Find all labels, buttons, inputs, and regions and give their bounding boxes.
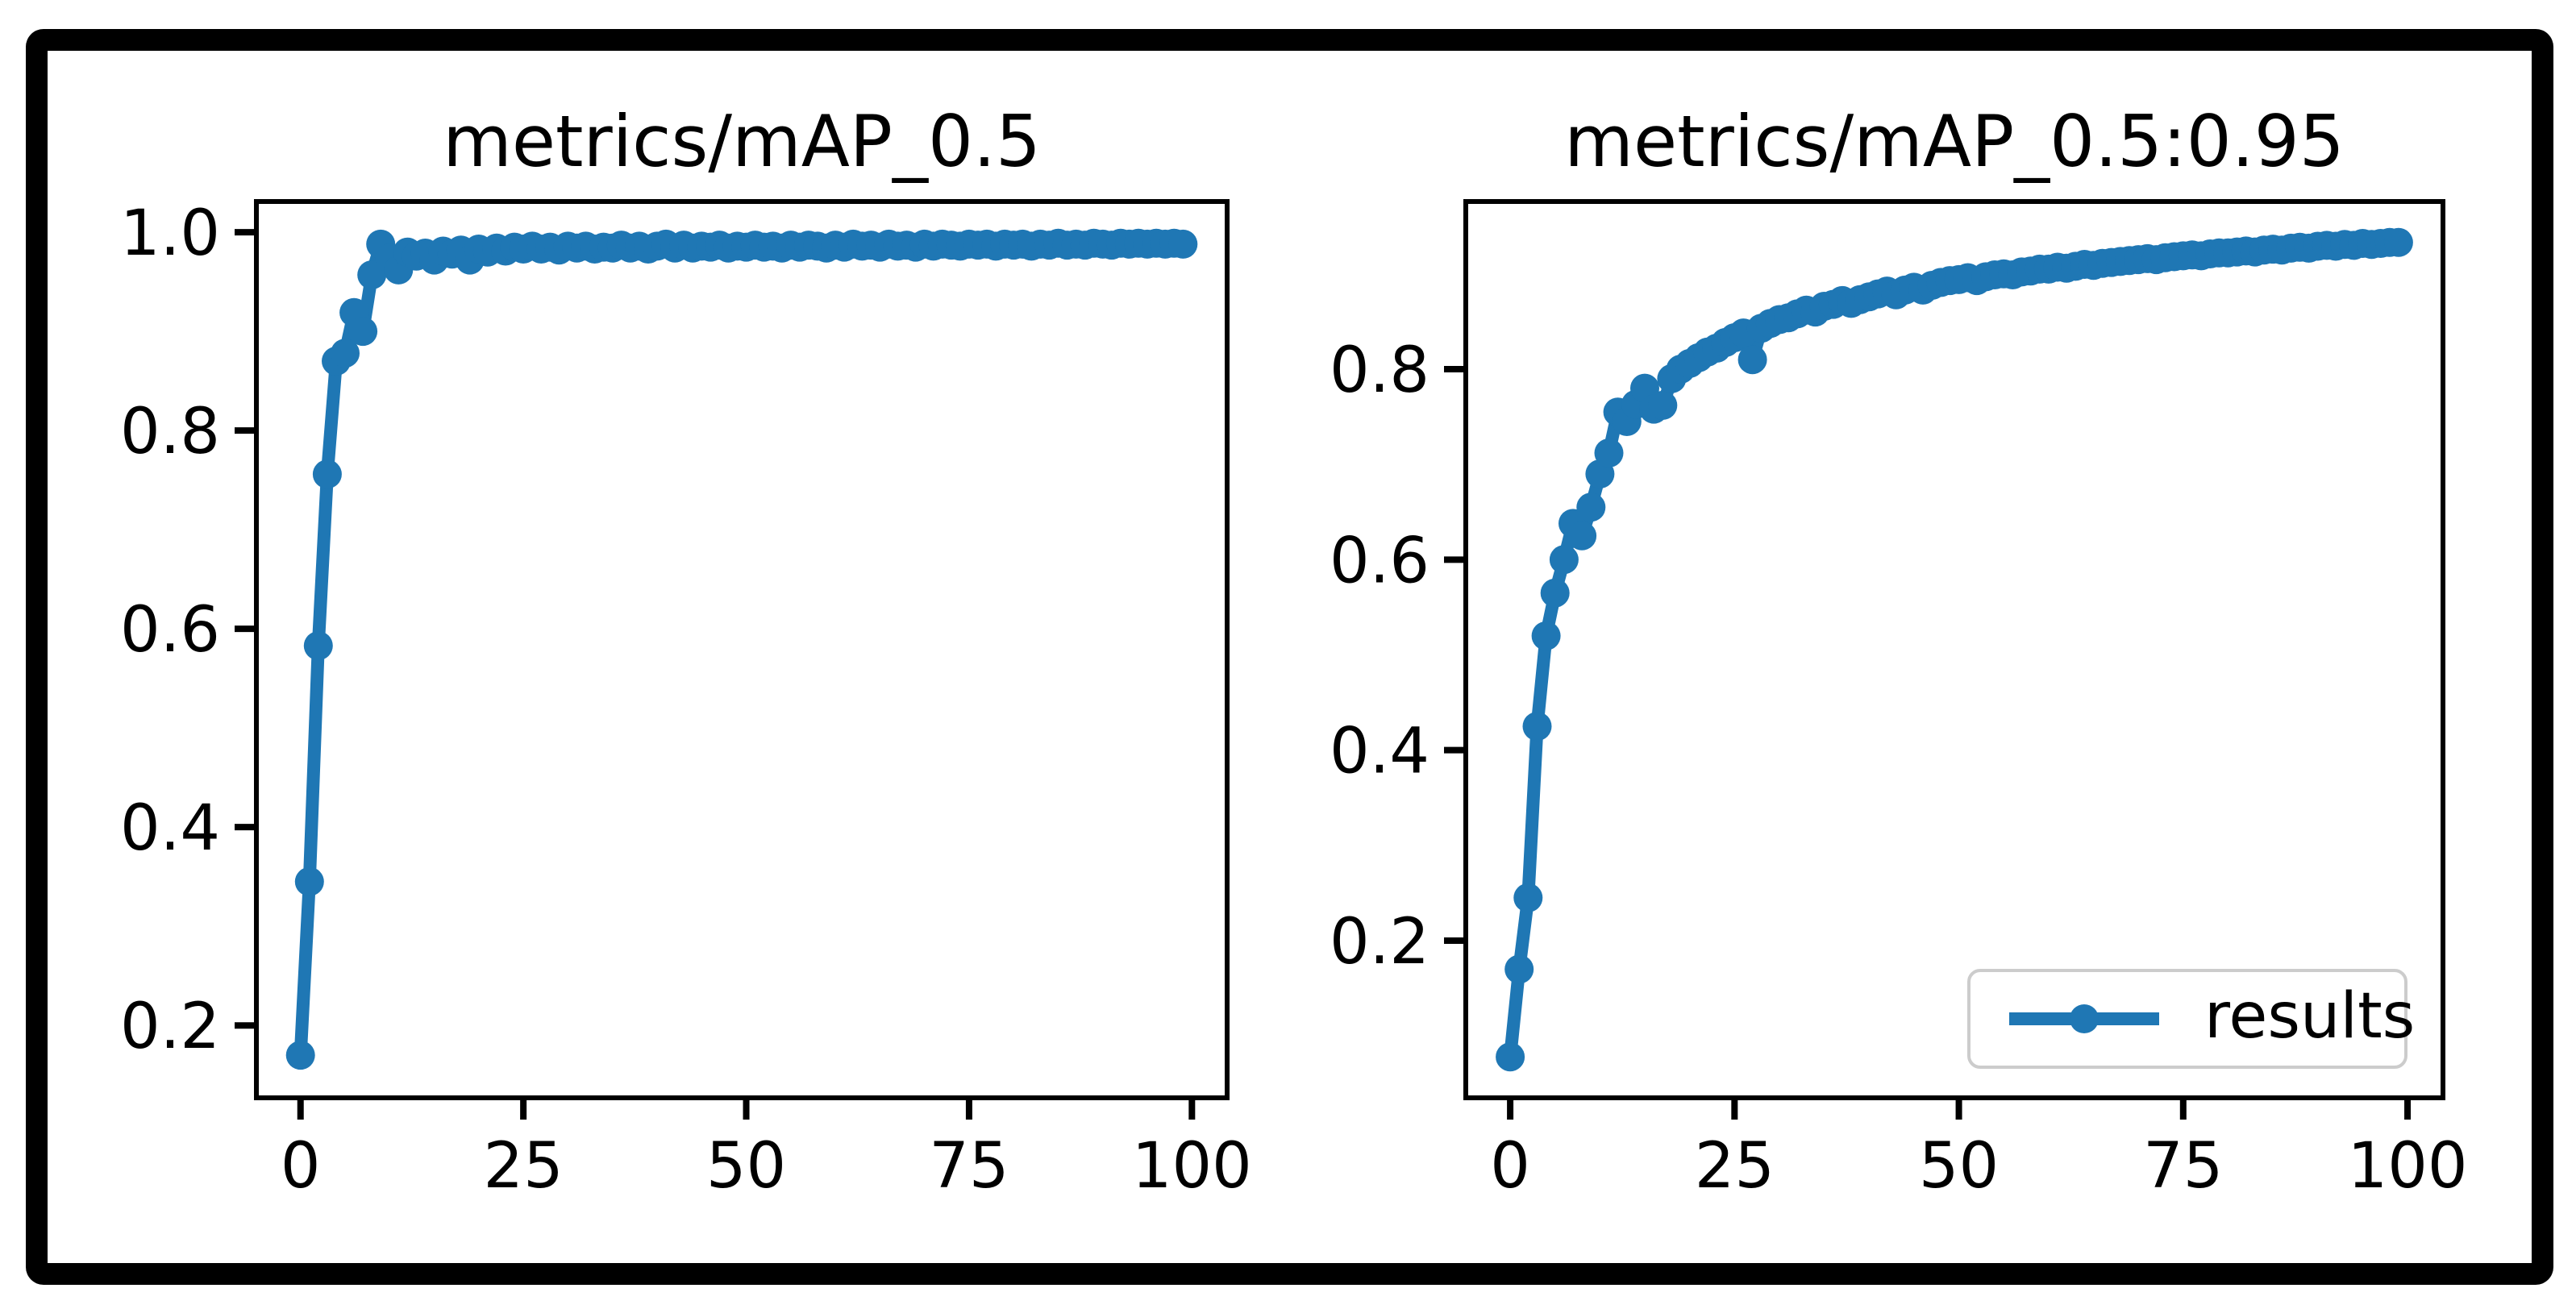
- data-point-marker: [1576, 492, 1606, 522]
- data-point-marker: [331, 339, 360, 368]
- x-tick-label: 100: [2348, 1130, 2468, 1203]
- x-tick-label: 75: [2143, 1130, 2223, 1203]
- y-tick-label: 1.0: [120, 197, 220, 270]
- y-tick-label: 0.8: [1330, 335, 1429, 407]
- data-point-marker: [294, 866, 324, 896]
- data-point-marker: [285, 1041, 315, 1070]
- legend: results: [1967, 969, 2415, 1069]
- x-tick-label: 50: [1919, 1130, 1999, 1203]
- x-tick-label: 100: [1132, 1130, 1252, 1203]
- data-point-marker: [303, 631, 333, 661]
- y-tick-label: 0.4: [120, 792, 220, 865]
- axes-frame: [254, 199, 1230, 1100]
- legend-label: results: [2204, 980, 2416, 1053]
- data-point-marker: [1504, 954, 1534, 984]
- y-tick-label: 0.2: [1330, 906, 1429, 979]
- data-point-marker: [312, 459, 342, 489]
- figure-frame: [26, 29, 2553, 1285]
- left-plot-title: metrics/mAP_0.5: [443, 100, 1041, 183]
- results-curve: [1504, 235, 2405, 1064]
- data-point-marker: [1594, 438, 1624, 468]
- right-plot-title: metrics/mAP_0.5:0.95: [1564, 100, 2345, 183]
- x-tick-label: 25: [483, 1130, 563, 1203]
- x-tick-label: 0: [281, 1130, 321, 1203]
- data-point-marker: [1648, 390, 1678, 420]
- y-tick-label: 0.6: [120, 594, 220, 667]
- y-tick-label: 0.2: [120, 991, 220, 1063]
- x-tick-label: 0: [1490, 1130, 1530, 1203]
- data-point-marker: [1737, 345, 1767, 375]
- x-tick-label: 25: [1695, 1130, 1775, 1203]
- data-point-marker: [2383, 227, 2413, 257]
- results-curve: [293, 236, 1190, 1062]
- data-point-marker: [1522, 712, 1552, 742]
- data-point-marker: [1496, 1042, 1525, 1072]
- data-point-marker: [348, 317, 378, 347]
- data-point-marker: [1513, 883, 1543, 912]
- x-tick-label: 75: [929, 1130, 1009, 1203]
- data-point-marker: [1549, 545, 1579, 575]
- legend-line-sample: [2009, 1004, 2159, 1033]
- data-point-marker: [1567, 521, 1597, 551]
- data-point-marker: [1168, 229, 1198, 259]
- x-tick-label: 50: [706, 1130, 786, 1203]
- data-point-marker: [1531, 621, 1561, 650]
- y-tick-label: 0.8: [120, 396, 220, 468]
- axes-frame: [1463, 199, 2445, 1100]
- data-point-marker: [1540, 578, 1570, 608]
- legend-marker-icon: [2070, 1004, 2099, 1033]
- y-tick-label: 0.4: [1330, 716, 1429, 788]
- y-tick-label: 0.6: [1330, 525, 1429, 597]
